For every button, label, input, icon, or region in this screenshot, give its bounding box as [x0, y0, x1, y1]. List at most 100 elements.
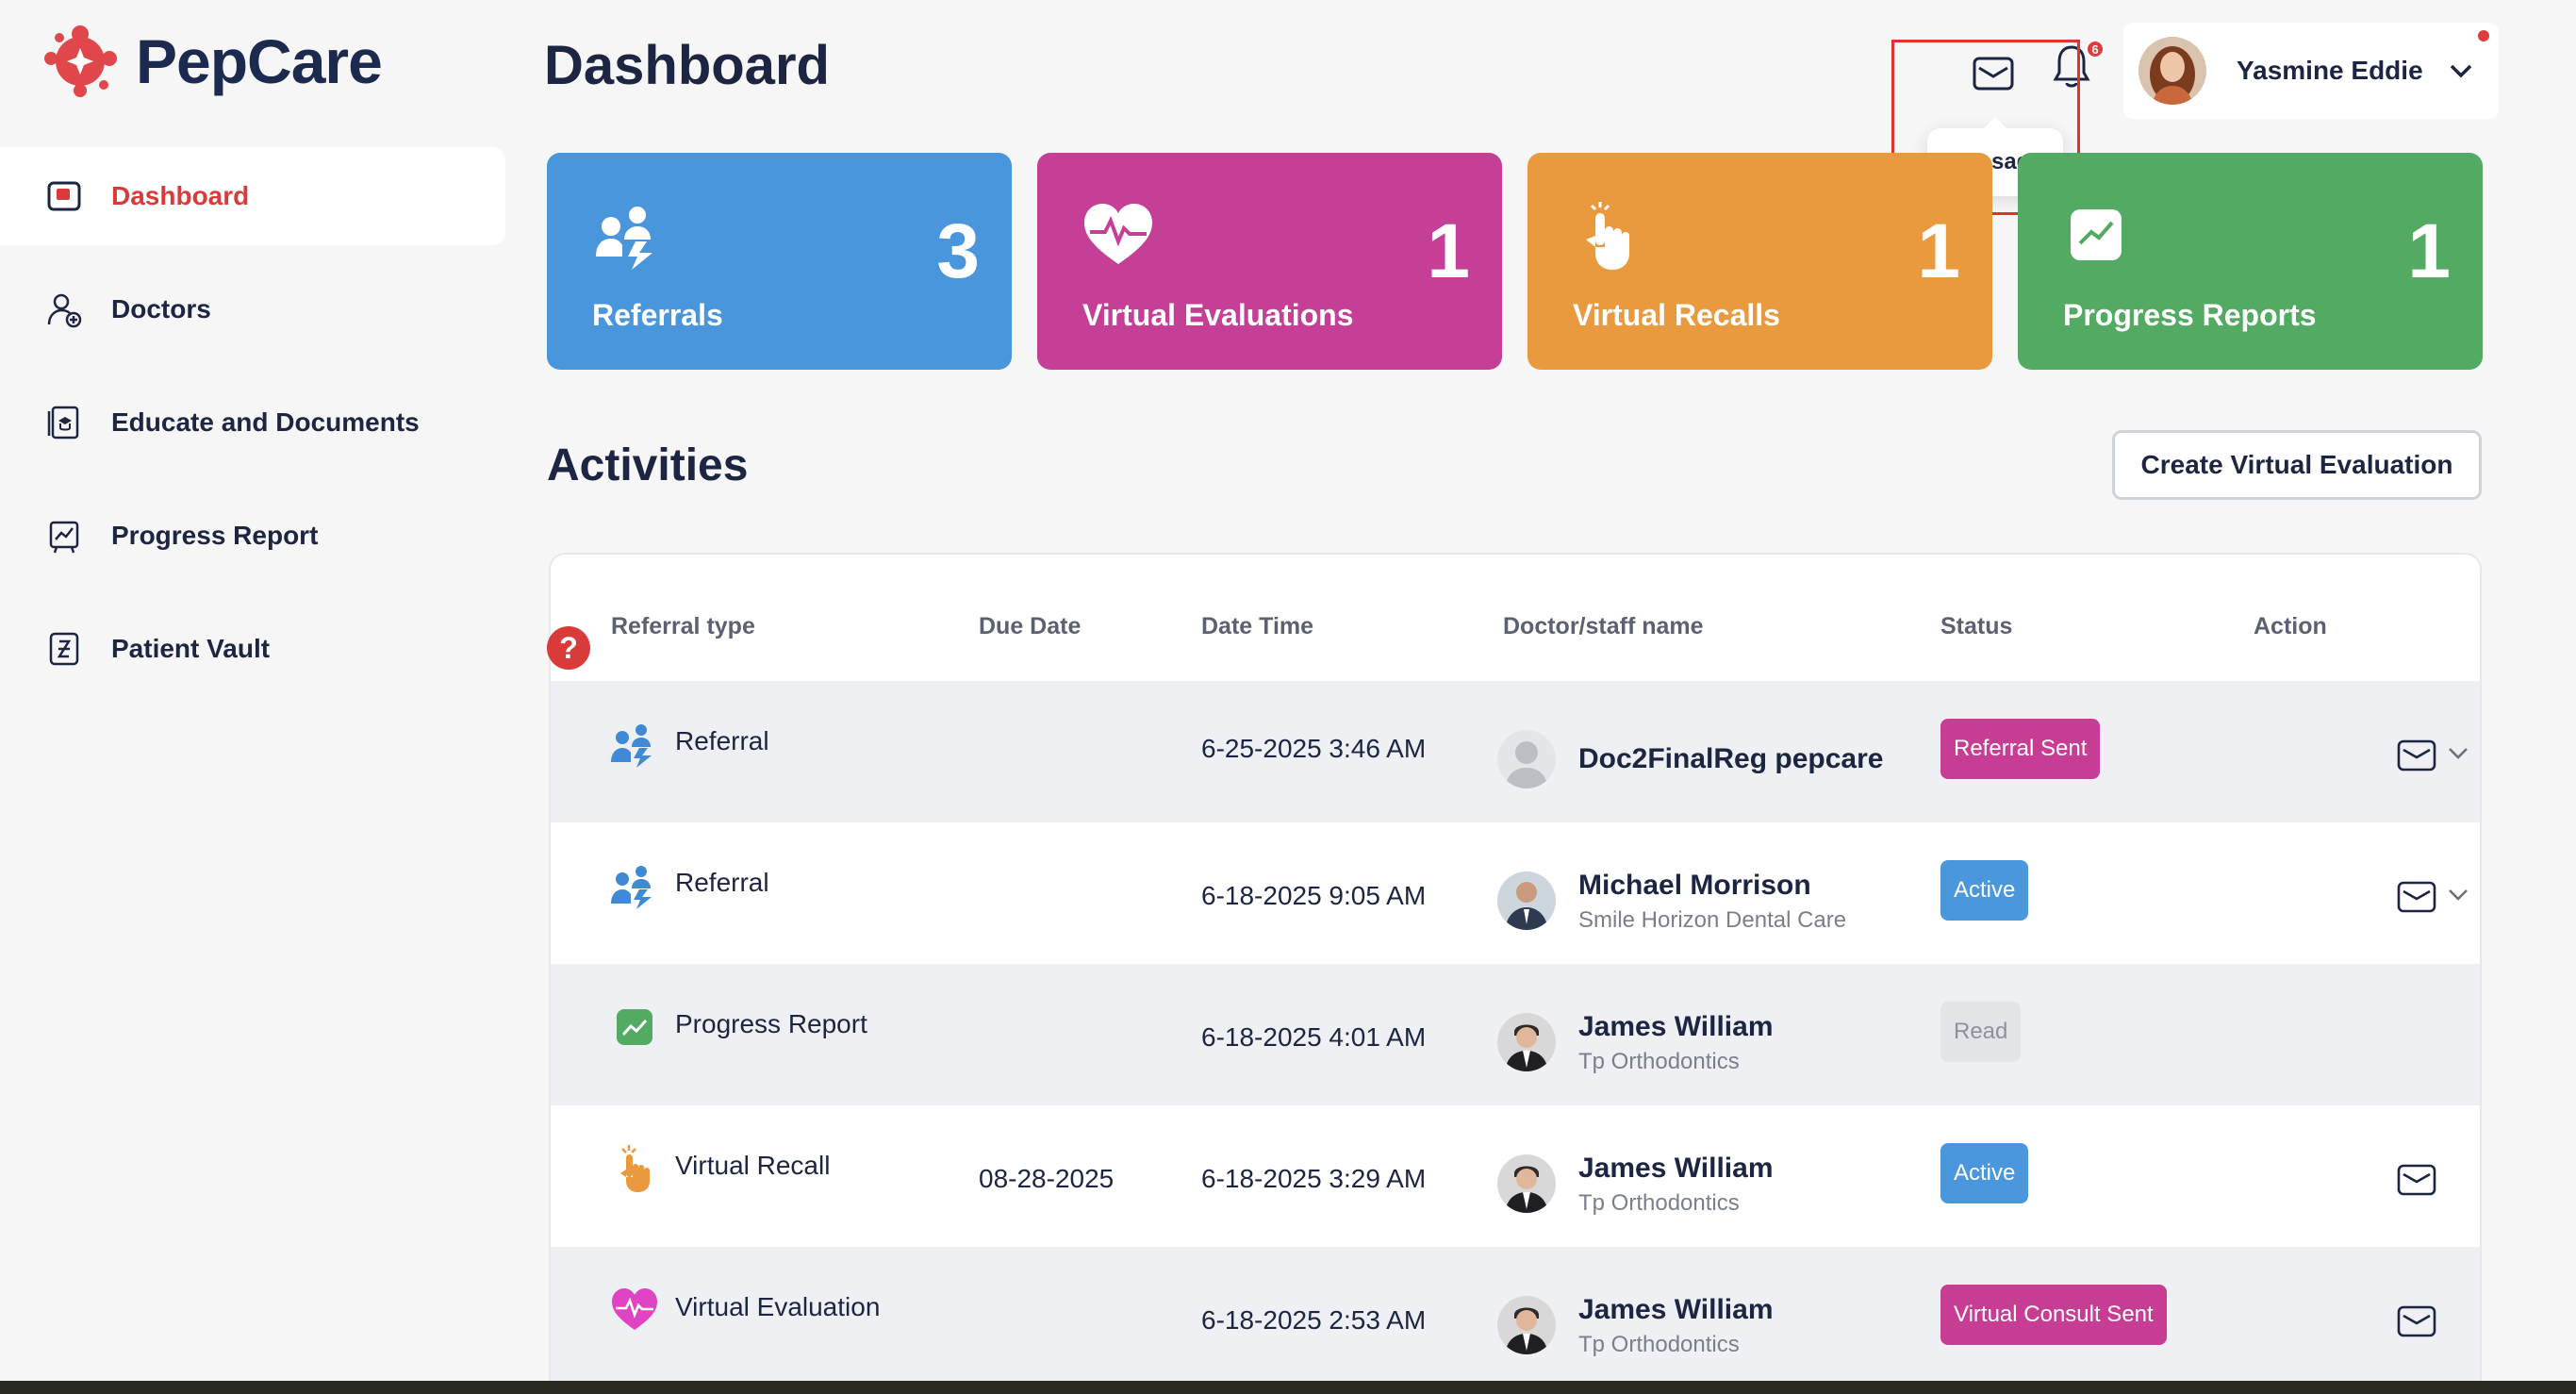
notification-button[interactable]: 6 [2052, 40, 2105, 96]
referral-type: Referral [675, 726, 769, 755]
doctor-avatar [1497, 871, 1556, 930]
sidebar-item-dashboard[interactable]: Dashboard [0, 147, 505, 245]
table-row[interactable]: Referral 6-25-2025 3:46 AM Doc2FinalReg … [551, 681, 2480, 822]
activities-table: Referral type Due Date Date Time Doctor/… [549, 553, 2482, 1394]
status-dot [2478, 30, 2489, 41]
referral-type: Referral [675, 868, 769, 897]
sidebar: Dashboard Doctors Educate and Documents … [0, 147, 505, 713]
sidebar-item-educate-documents[interactable]: Educate and Documents [0, 373, 505, 472]
doctor-name: James William [1578, 1294, 1774, 1325]
stat-count: 3 [936, 208, 980, 294]
user-avatar [2138, 37, 2206, 105]
vault-icon [43, 628, 85, 670]
table-row[interactable]: Virtual Recall 08-28-2025 6-18-2025 3:29… [551, 1105, 2480, 1247]
document-icon [43, 402, 85, 443]
message-action-button[interactable] [2397, 1164, 2436, 1196]
stat-label: Virtual Evaluations [1082, 298, 1354, 332]
pepcare-logo-icon [44, 25, 117, 97]
stat-count: 1 [1917, 208, 1960, 294]
stat-card-virtual-recalls[interactable]: Virtual Recalls 1 [1527, 153, 1992, 370]
column-header-status: Status [1940, 613, 2013, 639]
stat-card-referrals[interactable]: Referrals 3 [547, 153, 1012, 370]
user-menu[interactable]: Yasmine Eddie [2123, 23, 2499, 119]
stats-row: Referrals 3 Virtual Evaluations 1 Virtua… [547, 153, 2483, 370]
mail-icon [2397, 1305, 2436, 1337]
status-badge: Referral Sent [1940, 719, 2101, 779]
help-icon[interactable]: ? [547, 626, 590, 670]
stat-card-virtual-evaluations[interactable]: Virtual Evaluations 1 [1037, 153, 1502, 370]
column-header-action: Action [2254, 613, 2327, 639]
bottom-strip [0, 1381, 2576, 1394]
status-badge: Active [1940, 1143, 2029, 1203]
message-action-button[interactable] [2397, 1305, 2436, 1337]
sidebar-item-label: Patient Vault [111, 634, 271, 663]
heart-pulse-icon [1081, 198, 1156, 274]
hand-icon [1571, 198, 1646, 274]
referral-type: Virtual Evaluation [675, 1292, 881, 1321]
stat-count: 1 [1427, 208, 1470, 294]
stat-card-progress-reports[interactable]: Progress Reports 1 [2018, 153, 2483, 370]
table-row[interactable]: Referral 6-18-2025 9:05 AM Michael Morri… [551, 822, 2480, 964]
notification-badge: 6 [2086, 40, 2105, 58]
doctor-name: Michael Morrison [1578, 870, 1811, 901]
sidebar-item-label: Educate and Documents [111, 407, 420, 437]
page-title: Dashboard [544, 35, 830, 96]
sidebar-item-label: Dashboard [111, 181, 250, 210]
mail-icon [2397, 1164, 2436, 1196]
date-time: 6-18-2025 2:53 AM [1201, 1305, 1427, 1335]
mail-icon [1973, 57, 2014, 91]
dashboard-icon [43, 175, 85, 217]
sidebar-item-label: Doctors [111, 294, 211, 324]
table-row[interactable]: Virtual Evaluation 6-18-2025 2:53 AM Jam… [551, 1247, 2480, 1388]
doctor-avatar [1497, 1296, 1556, 1354]
doctor-organization: Tp Orthodontics [1578, 1332, 1740, 1357]
heart-pulse-icon [609, 1285, 660, 1336]
chart-icon [609, 1002, 660, 1053]
doctor-avatar [1497, 1154, 1556, 1213]
doctor-name: James William [1578, 1011, 1774, 1042]
user-name: Yasmine Eddie [2237, 56, 2423, 85]
date-time: 6-25-2025 3:46 AM [1201, 734, 1427, 763]
chevron-down-icon[interactable] [2446, 885, 2470, 904]
chevron-down-icon [2450, 64, 2472, 78]
message-action-button[interactable] [2397, 881, 2436, 913]
stat-label: Progress Reports [2063, 298, 2317, 332]
table-row[interactable]: Progress Report 6-18-2025 4:01 AM James … [551, 964, 2480, 1105]
status-badge: Read [1940, 1002, 2022, 1062]
stat-count: 1 [2407, 208, 2451, 294]
app-name: PepCare [136, 26, 383, 96]
referral-icon [609, 860, 660, 911]
due-date: 08-28-2025 [979, 1164, 1115, 1193]
doctor-add-icon [43, 289, 85, 330]
chevron-down-icon[interactable] [2446, 743, 2470, 762]
doctor-name: James William [1578, 1153, 1774, 1184]
mail-icon [2397, 739, 2436, 772]
referral-icon [609, 719, 660, 770]
column-header-referral-type: Referral type [611, 613, 755, 639]
date-time: 6-18-2025 3:29 AM [1201, 1164, 1427, 1193]
doctor-organization: Smile Horizon Dental Care [1578, 907, 1847, 933]
table-header: Referral type Due Date Date Time Doctor/… [551, 555, 2480, 681]
column-header-due-date: Due Date [979, 613, 1082, 639]
doctor-avatar [1497, 1013, 1556, 1071]
sidebar-item-progress-report[interactable]: Progress Report [0, 487, 505, 585]
sidebar-item-doctors[interactable]: Doctors [0, 260, 505, 358]
referral-icon [590, 198, 666, 274]
chart-icon [2061, 198, 2137, 274]
sidebar-item-label: Progress Report [111, 521, 319, 550]
column-header-doctor-name: Doctor/staff name [1503, 613, 1704, 639]
mail-icon [2397, 881, 2436, 913]
message-action-button[interactable] [2397, 739, 2436, 772]
column-header-date-time: Date Time [1201, 613, 1314, 639]
message-button[interactable] [1971, 51, 2016, 96]
hand-icon [609, 1143, 660, 1194]
date-time: 6-18-2025 9:05 AM [1201, 881, 1427, 910]
doctor-name: Doc2FinalReg pepcare [1578, 743, 1884, 774]
date-time: 6-18-2025 4:01 AM [1201, 1022, 1427, 1052]
progress-report-icon [43, 515, 85, 556]
doctor-organization: Tp Orthodontics [1578, 1190, 1740, 1216]
status-badge: Active [1940, 860, 2029, 921]
create-virtual-evaluation-button[interactable]: Create Virtual Evaluation [2112, 430, 2482, 500]
sidebar-item-patient-vault[interactable]: Patient Vault [0, 600, 505, 698]
app-logo[interactable]: PepCare [38, 21, 383, 102]
